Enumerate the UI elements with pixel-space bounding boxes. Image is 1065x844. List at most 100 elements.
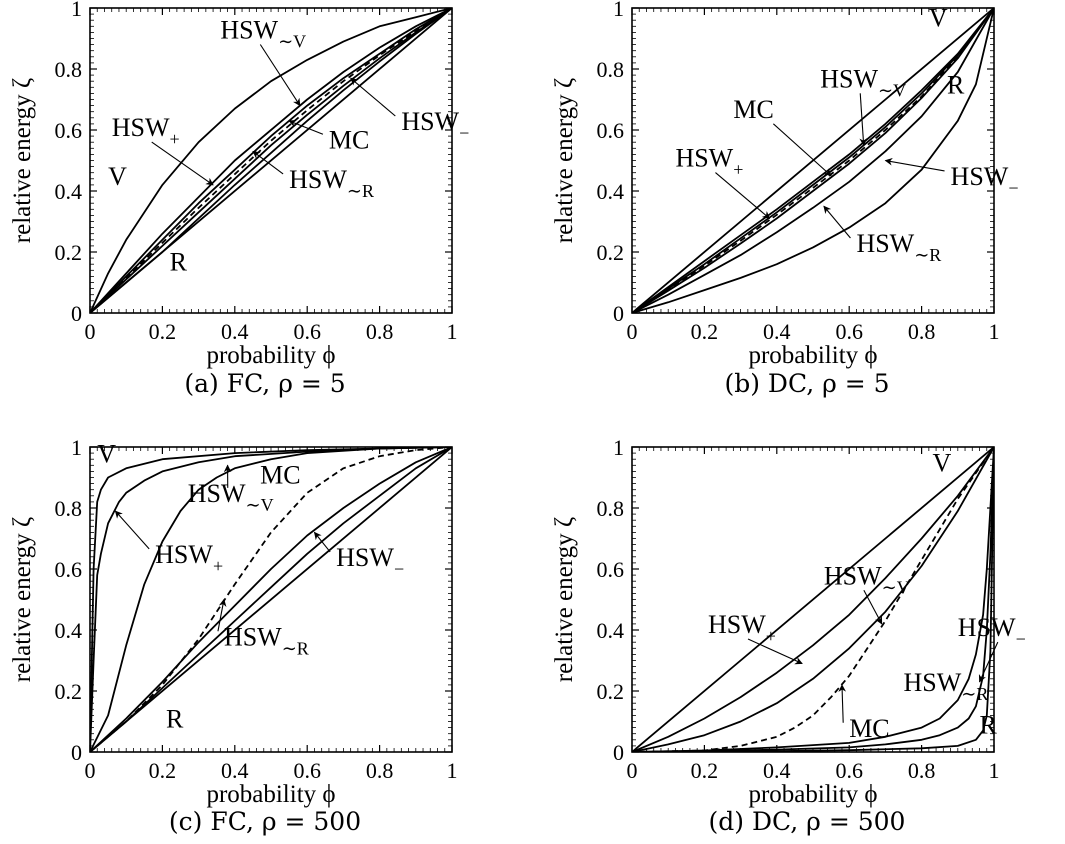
annotation-hsw-v: HSW∼V <box>824 561 910 597</box>
series-group <box>632 447 994 752</box>
series-line-r <box>90 447 452 752</box>
series-line-hsw- <box>90 447 452 752</box>
y-tick-label: 0.2 <box>597 679 625 704</box>
y-tick-label: 0.6 <box>597 557 625 582</box>
annotation-arrow <box>151 141 214 186</box>
annotation-arrow <box>823 205 851 239</box>
series-line-r <box>90 8 452 313</box>
panel-caption: (d) DC, ρ = 500 <box>709 807 906 836</box>
y-tick-label: 0.8 <box>55 57 83 82</box>
x-tick-label: 0.2 <box>691 758 719 783</box>
series-line-mc <box>90 447 452 752</box>
series-line-hsw- <box>632 447 994 752</box>
x-tick-label: 0.2 <box>149 319 177 344</box>
annotation-v: V <box>108 162 127 191</box>
y-tick-label: 0 <box>71 740 82 765</box>
annotation-hsw-v: HSW∼V <box>220 16 306 52</box>
x-tick-label: 0.4 <box>763 758 791 783</box>
y-tick-label: 0.2 <box>597 240 625 265</box>
y-tick-label: 0 <box>71 301 82 326</box>
annotation-hsw-r: HSW∼R <box>904 668 989 704</box>
annotation-arrow <box>252 150 284 175</box>
annotation-mc: MC <box>260 461 300 490</box>
series-line-v <box>90 8 452 313</box>
series-line-v <box>632 8 994 313</box>
annotation-v: V <box>97 439 116 468</box>
x-tick-label: 0.4 <box>221 758 249 783</box>
series-group <box>90 8 452 313</box>
y-tick-label: 0 <box>613 740 624 765</box>
series-line-hsw-r <box>90 8 452 313</box>
annotation-hsw-v: HSW∼V <box>188 479 274 515</box>
x-tick-label: 0.8 <box>366 319 394 344</box>
x-axis-label: probability ϕ <box>748 781 877 808</box>
annotation-arrow <box>313 531 331 553</box>
annotation-arrow <box>884 157 945 172</box>
y-tick-label: 0 <box>613 301 624 326</box>
y-tick-label: 0.8 <box>597 496 625 521</box>
x-tick-label: 1 <box>989 319 1000 344</box>
annotation-hsw-: HSW− <box>951 162 1019 198</box>
y-tick-label: 0.8 <box>597 57 625 82</box>
annotation-v: V <box>932 448 951 477</box>
y-tick-label: 0.4 <box>597 618 625 643</box>
annotation-arrow <box>715 172 771 219</box>
annotation-hsw-: HSW− <box>336 543 404 579</box>
series-line-hsw-v <box>90 447 452 752</box>
panel-d: 0 0.2 0.4 0.6 0.8 1 0 0.2 0.4 0.6 0.8 1 probability … <box>551 435 1026 836</box>
panel-a: 0 0.2 0.4 0.6 0.8 1 0 0.2 0.4 0.6 0.8 1 probability … <box>9 0 469 398</box>
panel-c: 0 0.2 0.4 0.6 0.8 1 0 0.2 0.4 0.6 0.8 1 probability … <box>9 435 458 836</box>
series-line-hsw-v <box>632 447 994 752</box>
x-tick-label: 0.6 <box>293 758 321 783</box>
annotation-mc: MC <box>733 95 773 124</box>
panel-caption: (a) FC, ρ = 5 <box>184 369 345 398</box>
annotation-r: R <box>170 247 188 276</box>
series-line-hsw- <box>632 447 994 752</box>
series-line-mc <box>632 447 994 752</box>
x-tick-label: 1 <box>989 758 1000 783</box>
series-group <box>632 8 994 313</box>
y-tick-label: 1 <box>613 435 624 460</box>
x-tick-label: 1 <box>447 758 458 783</box>
annotation-r: R <box>980 711 998 740</box>
annotation-r: R <box>166 705 184 734</box>
x-tick-label: 0.4 <box>763 319 791 344</box>
y-tick-label: 0.8 <box>55 496 83 521</box>
series-line-hsw- <box>632 8 994 313</box>
annotation-hsw-: HSW+ <box>155 540 223 576</box>
series-line-hsw- <box>90 447 452 752</box>
annotation-arrow <box>859 93 868 147</box>
annotation-hsw-: HSW+ <box>112 113 180 149</box>
x-tick-label: 1 <box>447 319 458 344</box>
y-axis-label: relative energy ζ <box>9 517 36 682</box>
series-line-r <box>632 8 994 313</box>
x-tick-label: 0.8 <box>908 319 936 344</box>
y-tick-label: 0.4 <box>55 179 83 204</box>
annotation-hsw-: HSW+ <box>708 610 776 646</box>
annotation-mc: MC <box>849 714 889 743</box>
annotation-arrow <box>288 119 324 135</box>
series-line-mc <box>632 8 994 313</box>
series-line-mc <box>90 8 452 313</box>
annotation-r: R <box>947 70 965 99</box>
annotation-arrow <box>978 641 999 683</box>
x-tick-label: 0.6 <box>293 319 321 344</box>
annotation-hsw-: HSW− <box>401 107 469 143</box>
annotation-arrow <box>114 510 150 550</box>
y-tick-label: 1 <box>613 0 624 21</box>
x-tick-label: 0.8 <box>366 758 394 783</box>
series-line-r <box>632 447 994 752</box>
annotation-hsw-: HSW+ <box>675 144 743 180</box>
annotation-arrow <box>772 123 832 177</box>
x-tick-label: 0.4 <box>221 319 249 344</box>
series-line-hsw-r <box>90 447 452 752</box>
y-axis-label: relative energy ζ <box>551 517 578 682</box>
annotation-hsw-r: HSW∼R <box>289 165 374 201</box>
x-tick-label: 0 <box>627 319 638 344</box>
x-tick-label: 0 <box>85 758 96 783</box>
y-tick-label: 0.2 <box>55 679 83 704</box>
y-axis-label: relative energy ζ <box>551 78 578 243</box>
x-tick-label: 0.6 <box>835 758 863 783</box>
annotation-hsw-r: HSW∼R <box>856 229 941 265</box>
